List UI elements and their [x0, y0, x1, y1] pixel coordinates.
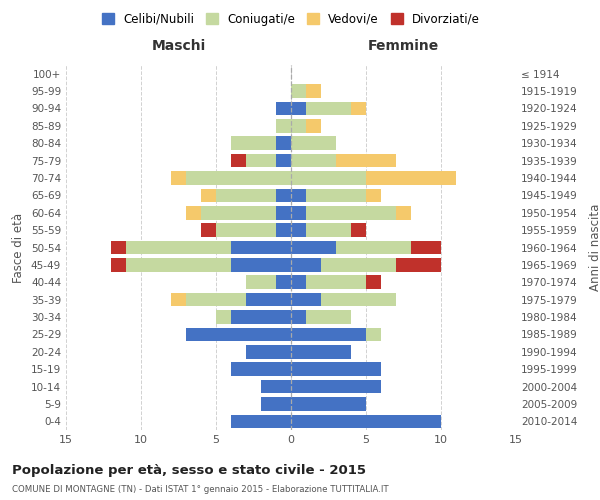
Bar: [306, 206, 396, 220]
Bar: [291, 397, 366, 410]
Bar: [291, 310, 306, 324]
Bar: [126, 240, 231, 254]
Bar: [246, 293, 291, 306]
Bar: [351, 224, 366, 237]
Bar: [276, 224, 291, 237]
Bar: [291, 206, 306, 220]
Bar: [246, 154, 276, 168]
Bar: [201, 188, 216, 202]
Bar: [366, 171, 456, 185]
Bar: [291, 328, 366, 341]
Bar: [291, 119, 306, 132]
Bar: [111, 240, 126, 254]
Bar: [231, 414, 291, 428]
Bar: [111, 258, 126, 272]
Bar: [351, 102, 366, 115]
Bar: [291, 276, 306, 289]
Bar: [306, 276, 366, 289]
Bar: [291, 102, 306, 115]
Text: Femmine: Femmine: [368, 39, 439, 53]
Bar: [261, 380, 291, 394]
Bar: [411, 240, 441, 254]
Bar: [291, 414, 441, 428]
Bar: [306, 224, 351, 237]
Bar: [276, 154, 291, 168]
Bar: [201, 224, 216, 237]
Bar: [231, 136, 276, 150]
Bar: [306, 119, 321, 132]
Bar: [306, 188, 366, 202]
Bar: [336, 154, 396, 168]
Bar: [336, 240, 411, 254]
Bar: [366, 276, 381, 289]
Bar: [171, 171, 186, 185]
Bar: [201, 206, 276, 220]
Bar: [291, 258, 321, 272]
Bar: [276, 102, 291, 115]
Bar: [231, 310, 291, 324]
Bar: [321, 293, 396, 306]
Bar: [306, 310, 351, 324]
Bar: [231, 240, 291, 254]
Text: Maschi: Maschi: [151, 39, 206, 53]
Y-axis label: Fasce di età: Fasce di età: [13, 212, 25, 282]
Bar: [291, 171, 366, 185]
Bar: [321, 258, 396, 272]
Bar: [366, 328, 381, 341]
Bar: [216, 188, 276, 202]
Bar: [291, 345, 351, 358]
Bar: [126, 258, 231, 272]
Text: COMUNE DI MONTAGNE (TN) - Dati ISTAT 1° gennaio 2015 - Elaborazione TUTTITALIA.I: COMUNE DI MONTAGNE (TN) - Dati ISTAT 1° …: [12, 485, 389, 494]
Bar: [246, 276, 276, 289]
Bar: [186, 293, 246, 306]
Bar: [276, 206, 291, 220]
Bar: [291, 293, 321, 306]
Bar: [231, 258, 291, 272]
Bar: [396, 258, 441, 272]
Bar: [216, 224, 276, 237]
Legend: Celibi/Nubili, Coniugati/e, Vedovi/e, Divorziati/e: Celibi/Nubili, Coniugati/e, Vedovi/e, Di…: [102, 12, 480, 26]
Bar: [306, 102, 351, 115]
Bar: [171, 293, 186, 306]
Bar: [276, 188, 291, 202]
Bar: [276, 136, 291, 150]
Bar: [231, 362, 291, 376]
Bar: [291, 362, 381, 376]
Bar: [216, 310, 231, 324]
Bar: [306, 84, 321, 98]
Bar: [186, 206, 201, 220]
Bar: [396, 206, 411, 220]
Bar: [291, 224, 306, 237]
Bar: [231, 154, 246, 168]
Bar: [291, 154, 336, 168]
Bar: [291, 380, 381, 394]
Bar: [276, 276, 291, 289]
Bar: [291, 84, 306, 98]
Bar: [186, 171, 291, 185]
Bar: [366, 188, 381, 202]
Bar: [246, 345, 291, 358]
Bar: [186, 328, 291, 341]
Bar: [276, 119, 291, 132]
Bar: [291, 188, 306, 202]
Y-axis label: Anni di nascita: Anni di nascita: [589, 204, 600, 291]
Bar: [261, 397, 291, 410]
Text: Popolazione per età, sesso e stato civile - 2015: Popolazione per età, sesso e stato civil…: [12, 464, 366, 477]
Bar: [291, 136, 336, 150]
Bar: [291, 240, 336, 254]
